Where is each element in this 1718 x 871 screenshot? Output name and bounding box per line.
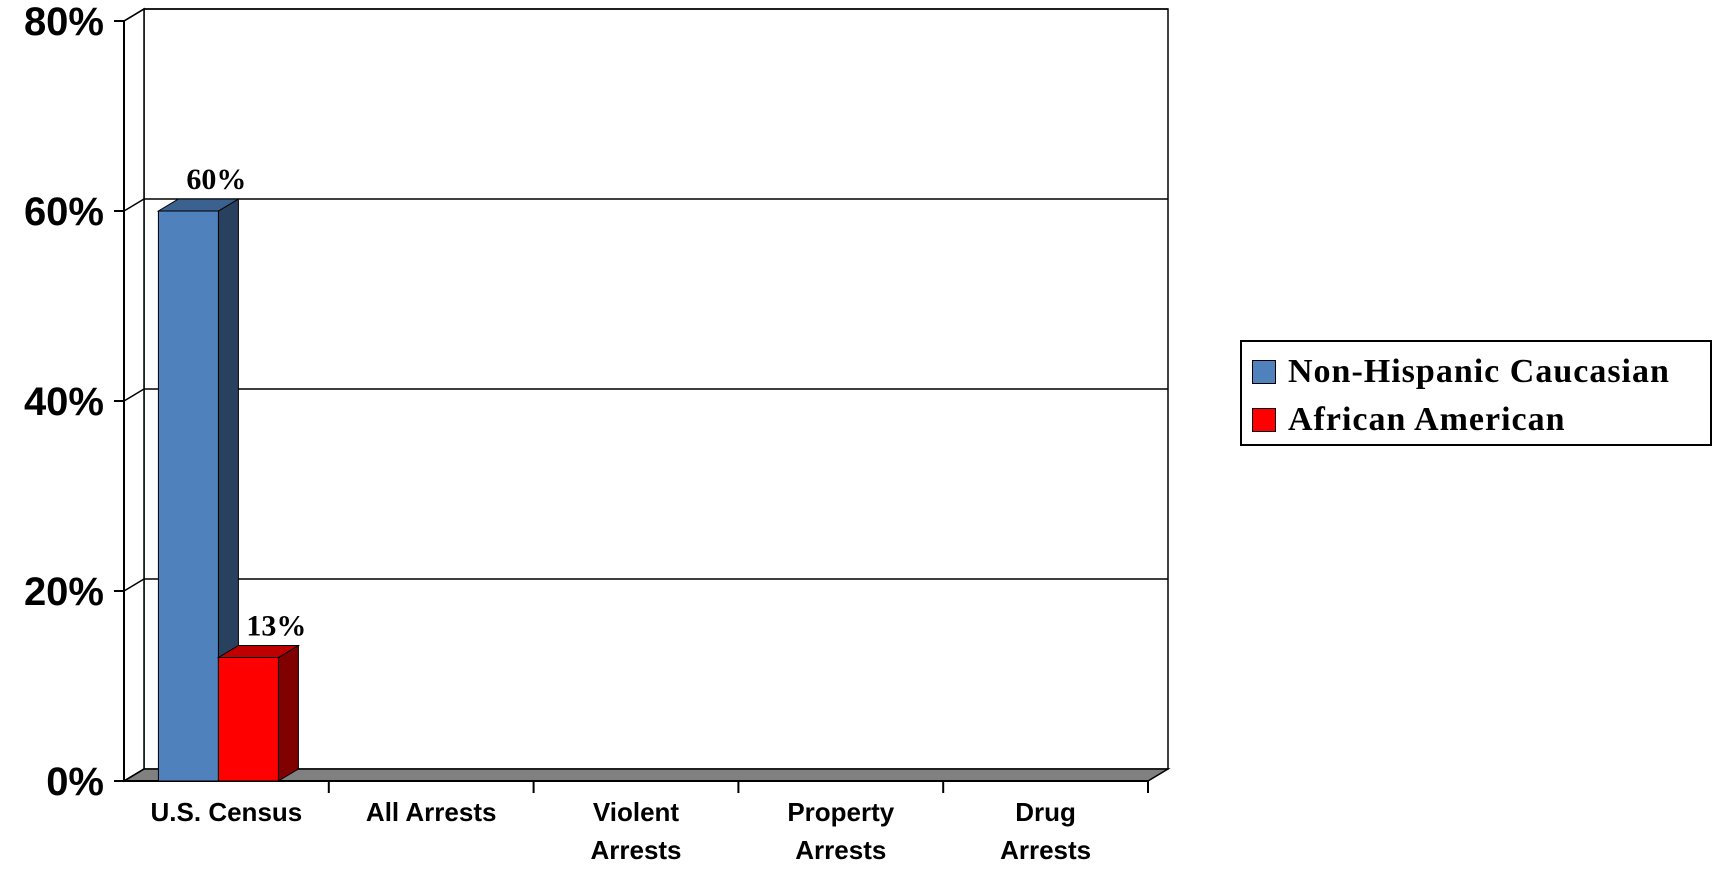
x-category-labels: U.S. Census All Arrests Violent Arrests Prop… xyxy=(151,797,1092,865)
legend-item-series-2: African American xyxy=(1252,396,1710,444)
bar-front xyxy=(157,210,219,782)
y-tick-label: 20% xyxy=(24,570,104,614)
y-tick-label: 60% xyxy=(24,190,104,234)
y-tick-diagonal xyxy=(123,768,145,782)
y-tick-diagonal xyxy=(123,198,145,212)
data-labels: 60% 13% xyxy=(186,163,306,643)
legend-label-series-2: African American xyxy=(1288,401,1566,438)
x-category-label: Property Arrests xyxy=(787,797,894,865)
x-category-label: Drug Arrests xyxy=(1000,797,1091,865)
y-tick-labels: 0% 20% 40% 60% 80% xyxy=(24,0,104,804)
legend-swatch-series-2 xyxy=(1252,408,1276,432)
y-tick-diagonal xyxy=(123,388,145,402)
axes xyxy=(114,8,1149,793)
data-label: 13% xyxy=(246,610,306,643)
y-tick-diagonal xyxy=(123,578,145,592)
y-tick-label: 80% xyxy=(24,0,104,44)
bar-front xyxy=(217,657,279,782)
legend-item-series-1: Non-Hispanic Caucasian xyxy=(1252,348,1710,396)
y-tick-label: 40% xyxy=(24,380,104,424)
x-category-label: U.S. Census xyxy=(151,797,303,827)
data-label: 60% xyxy=(186,163,246,196)
bars xyxy=(156,198,301,782)
gridlines xyxy=(144,8,1168,580)
legend-label-series-1: Non-Hispanic Caucasian xyxy=(1288,353,1670,390)
legend-swatch-series-1 xyxy=(1252,360,1276,384)
bar-side xyxy=(277,644,299,782)
bar-non-hispanic-caucasian-0 xyxy=(156,198,241,782)
y-tick-diagonal xyxy=(123,8,145,22)
x-category-label: All Arrests xyxy=(366,797,497,827)
legend: Non-Hispanic Caucasian African American xyxy=(1240,340,1712,446)
y-tick-label: 0% xyxy=(46,760,104,804)
bar-african-american-0 xyxy=(216,644,301,782)
x-category-label: Violent Arrests xyxy=(590,797,681,865)
